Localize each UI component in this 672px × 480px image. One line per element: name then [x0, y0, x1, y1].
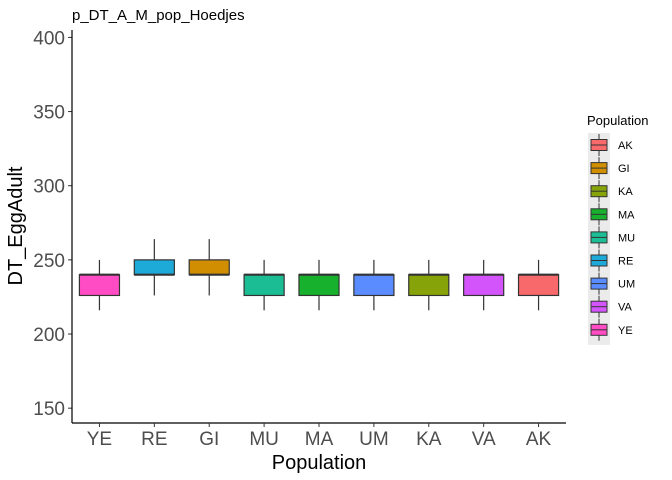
y-tick-label: 300	[33, 177, 65, 198]
legend-label: MU	[618, 232, 635, 244]
box-body	[353, 274, 395, 297]
box-body	[517, 274, 560, 297]
x-tick-label: MU	[249, 429, 279, 450]
legend-label: YE	[618, 325, 633, 337]
y-axis-ticks: 150 200 250 300 350 400	[33, 28, 72, 420]
box-ye	[78, 259, 121, 311]
legend-title: Population	[587, 113, 648, 128]
box-ka	[408, 259, 450, 311]
x-axis-ticks: YE RE GI MU MA UM KA VA AK	[87, 423, 552, 450]
box-um	[353, 259, 395, 311]
box-body	[298, 274, 340, 297]
box-body	[243, 274, 285, 297]
y-tick-label: 250	[33, 251, 65, 272]
box-body	[133, 259, 175, 276]
legend-label: MA	[618, 209, 635, 221]
y-tick-label: 400	[33, 28, 65, 49]
x-tick-label: UM	[359, 429, 389, 450]
y-tick-label: 150	[33, 399, 65, 420]
legend-item-ye: YE	[590, 318, 633, 341]
x-axis-title: Population	[272, 452, 367, 474]
x-tick-label: VA	[472, 429, 496, 450]
box-body	[408, 274, 450, 297]
legend-item-gi: GI	[590, 157, 630, 180]
chart-title: p_DT_A_M_pop_Hoedjes	[72, 7, 245, 24]
x-tick-label: GI	[199, 429, 219, 450]
legend-label: RE	[618, 256, 633, 268]
x-tick-label: RE	[141, 429, 167, 450]
x-tick-label: AK	[526, 429, 552, 450]
box-re	[133, 239, 175, 296]
x-tick-label: KA	[416, 429, 442, 450]
x-tick-label: MA	[305, 429, 334, 450]
y-tick-label: 350	[33, 103, 65, 124]
legend-item-ka: KA	[590, 180, 633, 203]
legend-item-ak: AK	[590, 134, 633, 156]
legend-item-mu: MU	[590, 226, 635, 249]
legend-label: VA	[618, 302, 633, 314]
box-body	[188, 259, 230, 276]
legend-item-va: VA	[590, 295, 633, 318]
legend-item-re: RE	[590, 249, 633, 272]
legend-item-ma: MA	[590, 203, 635, 226]
legend-label: AK	[618, 140, 633, 152]
legend-label: KA	[618, 186, 633, 198]
legend-label: UM	[618, 279, 635, 291]
box-va	[463, 259, 505, 311]
box-series	[78, 239, 560, 311]
box-body	[78, 274, 121, 297]
box-gi	[188, 239, 230, 296]
x-tick-label: YE	[87, 429, 112, 450]
box-ma	[298, 259, 340, 311]
box-body	[463, 274, 505, 297]
legend: Population AK GI KA MA MU RE UM VA YE	[587, 113, 648, 345]
y-tick-label: 200	[33, 325, 65, 346]
box-mu	[243, 259, 285, 311]
legend-label: GI	[618, 163, 630, 175]
legend-item-um: UM	[590, 272, 635, 295]
box-ak	[517, 259, 560, 311]
y-axis-title: DT_EggAdult	[5, 166, 27, 285]
